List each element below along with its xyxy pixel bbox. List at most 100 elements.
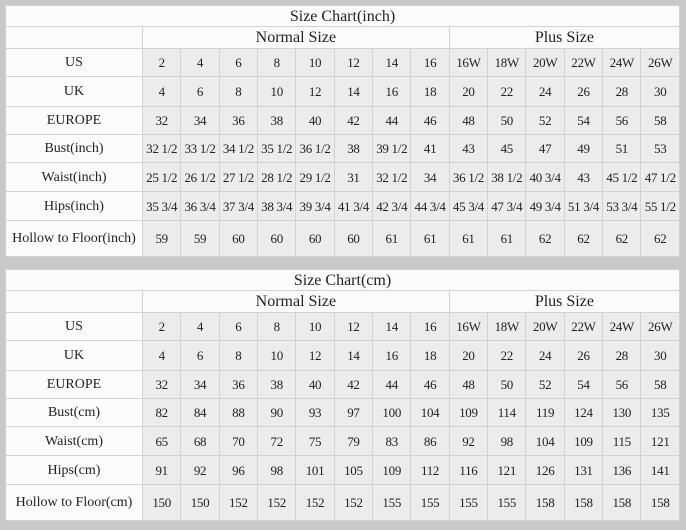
table-cell: 18W (487, 48, 527, 77)
table-cell: 16W (448, 48, 489, 77)
table-cell: 61 (410, 220, 450, 257)
table-cell: 4 (141, 340, 182, 371)
table-cell: 112 (410, 455, 450, 485)
table-cell: 30 (640, 76, 680, 107)
table-cell: 65 (141, 426, 182, 456)
table-cell: 14 (333, 340, 374, 371)
table-cell: 8 (257, 48, 297, 77)
table-cell: 62 (563, 220, 604, 257)
row-label: UK (5, 340, 143, 371)
table-cell: 150 (141, 484, 182, 521)
table-row: Hips(cm) 91 92 96 98 101 105 109 112 116 121 126 131… (5, 455, 680, 485)
table-cell: 38 3/4 (257, 191, 297, 221)
table-row: UK 4 6 8 10 12 14 16 18 20 22 24 26 28 30 (5, 76, 680, 107)
table-cell: 4 (180, 312, 220, 341)
table-cell: 6 (218, 312, 259, 341)
table-cell: 51 (602, 134, 642, 163)
table-cell: 115 (602, 426, 642, 456)
table-cell: 90 (257, 398, 297, 427)
row-label: Bust(inch) (5, 134, 143, 163)
group-header: Normal Size (142, 290, 450, 313)
table-cell: 79 (333, 426, 374, 456)
table-cell: 152 (295, 484, 335, 521)
table-cell: 44 (372, 106, 412, 135)
title-row: Size Chart(cm) (5, 269, 680, 291)
table-cell: 48 (448, 370, 489, 399)
table-cell: 56 (602, 106, 642, 135)
table-cell: 50 (487, 106, 527, 135)
table-cell: 4 (141, 76, 182, 107)
table-row: Waist(inch) 25 1/2 26 1/2 27 1/2 28 1/2 29 1/… (5, 162, 680, 192)
table-cell: 48 (448, 106, 489, 135)
table-cell: 121 (640, 426, 680, 456)
table-cell: 96 (218, 455, 259, 485)
table-cell: 104 (410, 398, 450, 427)
table-cell: 46 (410, 370, 450, 399)
table-cell: 155 (448, 484, 489, 521)
table-cell: 36 (218, 370, 259, 399)
table-cell: 24 (525, 76, 565, 107)
table-cell: 12 (333, 48, 374, 77)
group-header-row: Normal Size Plus Size (5, 290, 681, 313)
table-cell: 18 (410, 340, 450, 371)
table-cell: 34 1/2 (218, 134, 259, 163)
table-cell: 82 (141, 398, 182, 427)
table-cell: 32 (141, 370, 182, 399)
table-cell: 20 (448, 340, 489, 371)
table-cell: 40 3/4 (525, 162, 565, 192)
table-cell: 101 (295, 455, 335, 485)
table-cell: 68 (180, 426, 220, 456)
table-cell: 28 1/2 (257, 162, 297, 192)
table-cell: 34 (410, 162, 450, 192)
table-row: Hollow to Floor(cm) 150 150 152 152 152 152 155… (5, 484, 680, 521)
table-row: US 2 4 6 8 10 12 14 16 16W 18W 20W 22W 24W 26W (5, 312, 680, 341)
row-label: Hips(cm) (5, 455, 143, 485)
table-cell: 26W (640, 48, 680, 77)
table-cell: 53 3/4 (602, 191, 642, 221)
row-label: Hollow to Floor(inch) (5, 220, 143, 257)
table-cell: 61 (448, 220, 489, 257)
table-cell: 10 (257, 76, 297, 107)
table-cell: 37 3/4 (218, 191, 259, 221)
table-cell: 28 (602, 340, 642, 371)
table-cell: 34 (180, 106, 220, 135)
table-cell: 4 (180, 48, 220, 77)
table-cell: 136 (602, 455, 642, 485)
table-cell: 16 (410, 312, 450, 341)
table-cell: 60 (218, 220, 259, 257)
table-cell: 16 (410, 48, 450, 77)
table-cell: 98 (487, 426, 527, 456)
table-cell: 104 (525, 426, 565, 456)
table-cell: 38 (257, 106, 297, 135)
table-cell: 42 (333, 370, 374, 399)
table-cell: 32 (141, 106, 182, 135)
table-cell: 55 1/2 (640, 191, 680, 221)
table-cell: 53 (640, 134, 680, 163)
table-cell: 20W (525, 48, 565, 77)
table-cell: 26 (563, 340, 604, 371)
table-cell: 27 1/2 (218, 162, 259, 192)
table-cell: 31 (333, 162, 374, 192)
table-cell: 49 (563, 134, 604, 163)
table-cell: 91 (141, 455, 182, 485)
table-cell: 18 (410, 76, 450, 107)
table-cell: 158 (640, 484, 680, 521)
table-cell: 158 (563, 484, 604, 521)
table-cell: 12 (333, 312, 374, 341)
table-cell: 52 (525, 370, 565, 399)
chart-title: Size Chart(inch) (5, 5, 680, 27)
row-label: Hips(inch) (5, 191, 143, 221)
row-label: UK (5, 76, 143, 107)
table-row: Hollow to Floor(inch) 59 59 60 60 60 60 61 61 61 6… (5, 220, 680, 257)
table-cell: 58 (640, 106, 680, 135)
table-cell: 62 (602, 220, 642, 257)
table-cell: 130 (602, 398, 642, 427)
table-cell: 6 (218, 48, 259, 77)
table-cell: 47 (525, 134, 565, 163)
table-cell: 86 (410, 426, 450, 456)
table-cell: 10 (295, 48, 335, 77)
table-cell: 35 1/2 (257, 134, 297, 163)
table-cell: 45 1/2 (602, 162, 642, 192)
table-cell: 54 (563, 370, 604, 399)
table-cell: 141 (640, 455, 680, 485)
